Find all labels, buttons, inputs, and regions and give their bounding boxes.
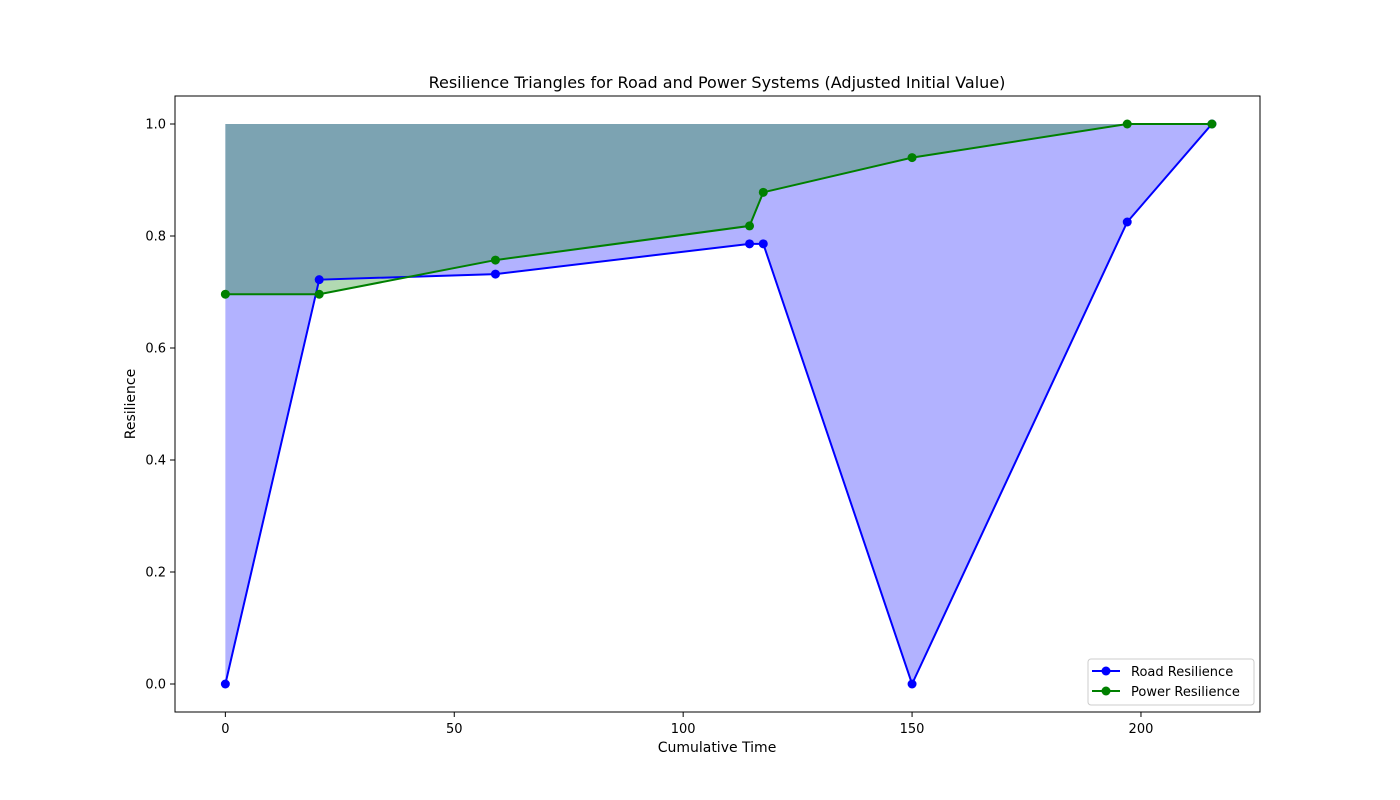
legend-road-label: Road Resilience xyxy=(1131,665,1233,680)
legend-box xyxy=(1087,658,1255,706)
series-lines xyxy=(224,123,1213,687)
road-point xyxy=(490,269,500,279)
road-series-line xyxy=(224,123,1213,687)
y-tick-label: 1.0 xyxy=(145,118,166,133)
power-point xyxy=(314,289,324,299)
y-tick-label: 0.0 xyxy=(145,678,166,693)
road-point xyxy=(1122,217,1132,227)
legend-road-marker xyxy=(1101,666,1111,676)
road-point xyxy=(745,239,755,249)
power-point xyxy=(907,153,917,163)
x-tick-label: 50 xyxy=(446,722,463,737)
x-axis-label: Cumulative Time xyxy=(658,740,777,756)
x-tick-label: 150 xyxy=(900,722,925,737)
power-point xyxy=(490,255,500,265)
series-markers xyxy=(220,119,1217,689)
road-point xyxy=(907,679,917,689)
x-axis-ticks: 0 50 100 150 200 xyxy=(221,712,1153,737)
power-fill-area xyxy=(225,124,1212,295)
y-tick-label: 0.2 xyxy=(145,566,166,581)
power-point xyxy=(745,221,755,231)
x-tick-label: 100 xyxy=(671,722,696,737)
power-point xyxy=(1122,119,1132,129)
road-point xyxy=(758,239,768,249)
legend: Road Resilience Power Resilience xyxy=(1087,658,1255,706)
y-axis-label: Resilience xyxy=(123,369,139,439)
x-tick-label: 0 xyxy=(221,722,229,737)
y-tick-label: 0.6 xyxy=(145,342,166,357)
power-point xyxy=(1207,119,1217,129)
x-tick-label: 200 xyxy=(1129,722,1154,737)
y-axis-ticks: 0.0 0.2 0.4 0.6 0.8 1.0 xyxy=(145,118,175,693)
power-point xyxy=(758,187,768,197)
road-point xyxy=(314,275,324,285)
chart-title: Resilience Triangles for Road and Power … xyxy=(429,73,1006,92)
power-point xyxy=(220,289,230,299)
plot-frame xyxy=(174,95,1261,713)
legend-power-marker xyxy=(1101,686,1111,696)
road-point xyxy=(220,679,230,689)
power-series-line xyxy=(225,123,1212,296)
fill-areas xyxy=(225,124,1212,684)
y-tick-label: 0.8 xyxy=(145,230,166,245)
y-tick-label: 0.4 xyxy=(145,454,166,469)
legend-power-label: Power Resilience xyxy=(1131,685,1240,700)
